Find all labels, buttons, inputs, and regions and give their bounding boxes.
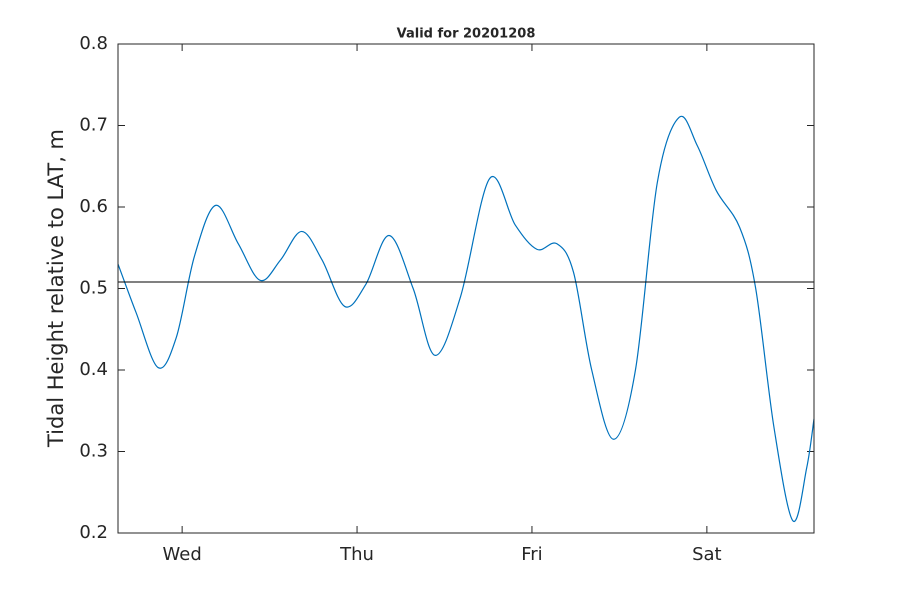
x-tick-label: Fri [521,544,542,565]
y-tick-label: 0.7 [79,115,108,136]
x-tick-label: Thu [339,544,374,565]
y-tick-label: 0.2 [79,522,108,543]
y-axis-label: Tidal Height relative to LAT, m [44,129,68,448]
y-tick-label: 0.5 [79,278,108,299]
tide-line [117,115,815,522]
y-tick-label: 0.3 [79,441,108,462]
y-tick-label: 0.6 [79,196,108,217]
x-tick-label: Wed [163,544,202,565]
plot-frame [117,43,815,534]
x-tick-label: Sat [692,544,722,565]
y-tick-label: 0.4 [79,359,108,380]
y-tick-label: 0.8 [79,33,108,54]
chart-title: Valid for 20201208 [397,27,536,42]
